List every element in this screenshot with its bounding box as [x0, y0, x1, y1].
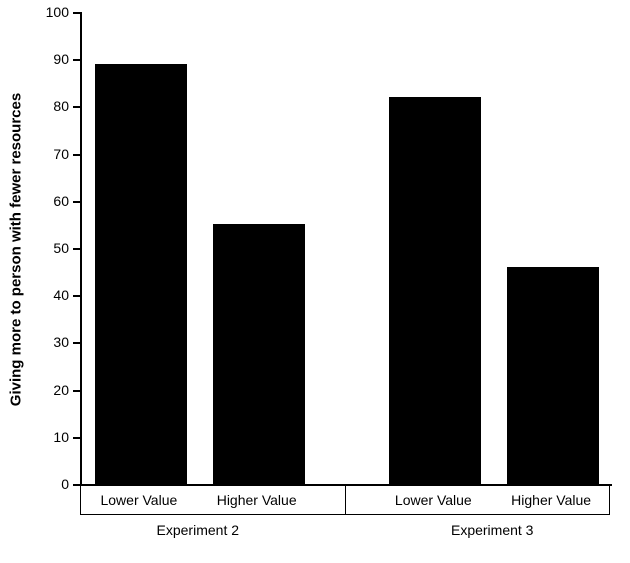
- y-tick-mark: [73, 342, 80, 344]
- y-tick-mark: [73, 12, 80, 14]
- y-tick-mark: [73, 484, 80, 486]
- y-tick-mark: [73, 201, 80, 203]
- x-category-label: Lower Value: [395, 492, 472, 508]
- bar: [213, 224, 305, 484]
- bar: [389, 97, 481, 484]
- y-tick-label: 10: [29, 429, 69, 445]
- x-group-label: Experiment 2: [157, 522, 239, 538]
- bar: [507, 267, 599, 484]
- y-tick-label: 70: [29, 146, 69, 162]
- y-tick-label: 0: [29, 476, 69, 492]
- y-tick-mark: [73, 295, 80, 297]
- y-tick-label: 50: [29, 240, 69, 256]
- y-tick-label: 100: [29, 4, 69, 20]
- y-tick-mark: [73, 59, 80, 61]
- x-category-label: Higher Value: [511, 492, 591, 508]
- bar: [95, 64, 187, 484]
- y-tick-label: 90: [29, 51, 69, 67]
- plot-area: [80, 12, 612, 486]
- y-tick-label: 30: [29, 334, 69, 350]
- y-tick-label: 60: [29, 193, 69, 209]
- x-group-label: Experiment 3: [451, 522, 533, 538]
- x-group-separator-line: [80, 514, 610, 515]
- x-category-label: Higher Value: [217, 492, 297, 508]
- y-axis-label: Giving more to person with fewer resourc…: [8, 13, 25, 485]
- x-group-divider: [345, 486, 346, 514]
- y-tick-mark: [73, 390, 80, 392]
- x-group-divider: [609, 486, 610, 514]
- x-category-label: Lower Value: [100, 492, 177, 508]
- y-tick-label: 20: [29, 382, 69, 398]
- y-tick-mark: [73, 106, 80, 108]
- y-tick-mark: [73, 248, 80, 250]
- y-tick-label: 80: [29, 98, 69, 114]
- x-group-divider: [80, 486, 81, 514]
- y-tick-mark: [73, 437, 80, 439]
- y-tick-label: 40: [29, 287, 69, 303]
- chart-container: Giving more to person with fewer resourc…: [0, 0, 630, 563]
- y-tick-mark: [73, 154, 80, 156]
